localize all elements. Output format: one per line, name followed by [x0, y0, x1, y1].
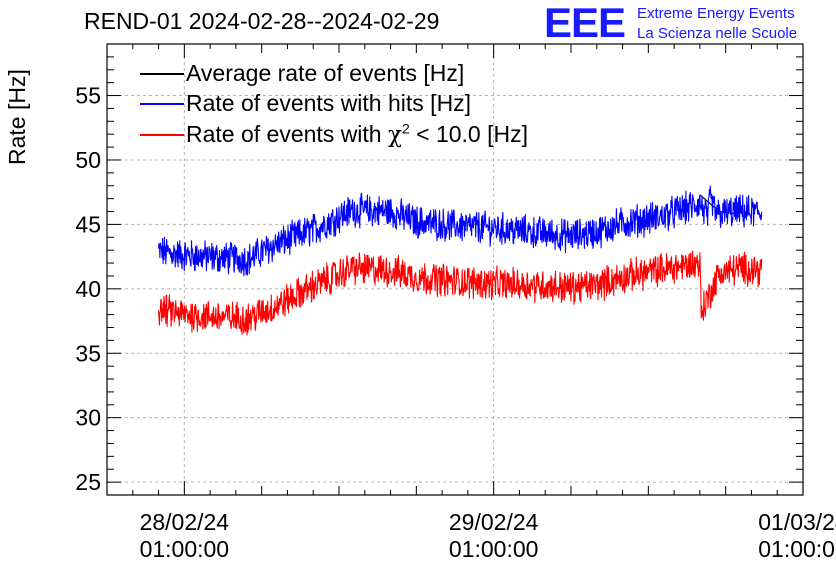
- x-tick-date-2: 01/03/24: [758, 509, 836, 535]
- chart-title: REND-01 2024-02-28--2024-02-29: [84, 8, 440, 34]
- y-tick-label-4: 45: [75, 211, 101, 237]
- y-tick-label-1: 30: [75, 405, 101, 431]
- legend-swatch-average: [140, 73, 184, 75]
- x-tick-date-1: 29/02/24: [449, 509, 539, 535]
- x-tick-time-2: 01:00:00: [758, 536, 836, 562]
- legend-chi2-prefix: Rate of events with: [186, 121, 388, 147]
- legend-label-hits: Rate of events with hits [Hz]: [186, 90, 472, 116]
- logo-text-line1: Extreme Energy Events: [637, 5, 795, 22]
- legend-swatch-hits: [140, 103, 184, 105]
- logo-text-line2: La Scienza nelle Scuole: [637, 25, 798, 42]
- legend-label-chi2: Rate of events with χ2 < 10.0 [Hz]: [186, 119, 528, 150]
- y-tick-label-0: 25: [75, 469, 101, 495]
- x-tick-date-0: 28/02/24: [140, 509, 230, 535]
- legend-swatch-chi2: [140, 134, 184, 136]
- x-tick-time-0: 01:00:00: [140, 536, 230, 562]
- legend-chi2-suffix: < 10.0 [Hz]: [409, 121, 528, 147]
- x-tick-time-1: 01:00:00: [449, 536, 539, 562]
- y-tick-label-3: 40: [75, 276, 101, 302]
- legend-chi2-superscript: 2: [401, 120, 410, 137]
- y-axis-label: Rate [Hz]: [4, 69, 30, 165]
- y-tick-label-5: 50: [75, 147, 101, 173]
- y-tick-label-6: 55: [75, 83, 101, 109]
- series-line-2: [158, 250, 763, 336]
- series-line-1: [158, 185, 763, 277]
- plot-frame: [106, 43, 804, 496]
- eee-logo-mark: EEE: [544, 0, 626, 46]
- legend-chi2-symbol: χ: [388, 122, 402, 148]
- legend-label-average: Average rate of events [Hz]: [186, 60, 465, 86]
- y-tick-label-2: 35: [75, 340, 101, 366]
